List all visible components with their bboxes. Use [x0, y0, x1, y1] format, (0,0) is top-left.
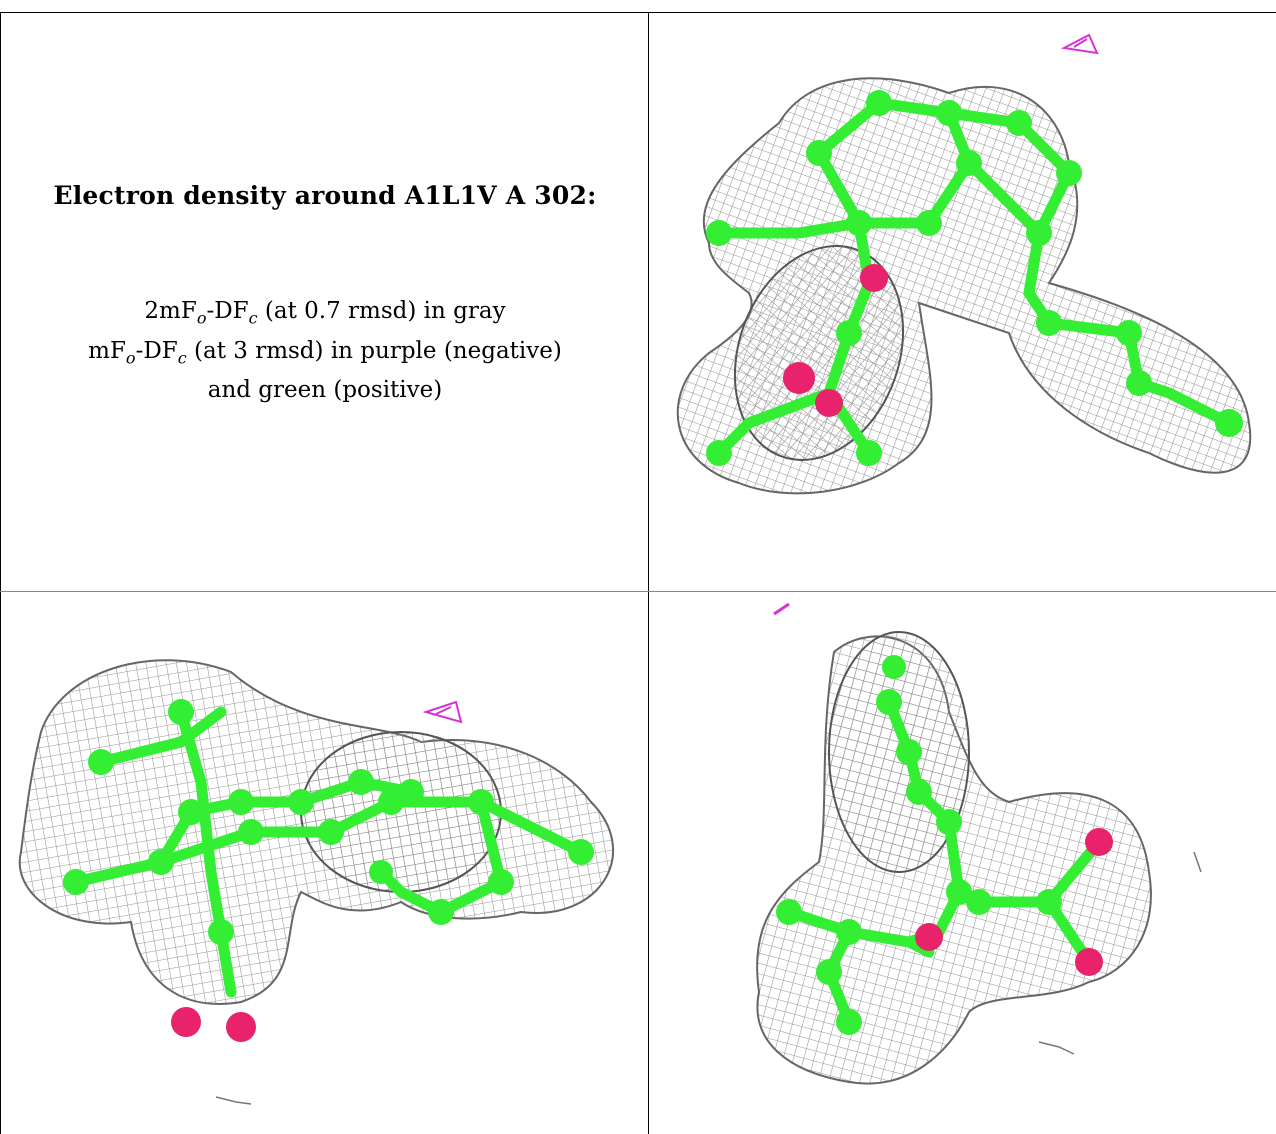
density-view-top-right	[649, 13, 1276, 591]
density-legend: 2mFo-DFc (at 0.7 rmsd) in gray mFo-DFc (…	[1, 295, 648, 407]
center-divider	[648, 12, 649, 1134]
middle-divider	[0, 591, 1276, 592]
top-border	[0, 12, 1276, 13]
noise-fragment	[215, 1096, 252, 1105]
density-view-bottom-right	[649, 592, 1276, 1134]
noise-fragment	[1038, 851, 1202, 1055]
carbon-atoms	[706, 90, 1243, 466]
carbon-atoms	[63, 699, 594, 945]
legend-line-positive: and green (positive)	[207, 377, 443, 404]
molecule-render-1	[676, 33, 1252, 495]
negative-density-blob	[773, 602, 790, 616]
oxygen-atoms	[783, 264, 888, 417]
oxygen-atoms	[915, 828, 1113, 976]
left-border	[0, 12, 1, 1134]
molecule-render-3	[756, 602, 1202, 1085]
oxygen-atoms	[171, 1007, 256, 1042]
negative-density-blob	[1060, 33, 1099, 55]
legend-line-fo: mFo-DFc (at 3 rmsd) in purple (negative)	[88, 337, 562, 368]
legend-line-2fo: 2mFo-DFc (at 0.7 rmsd) in gray	[144, 298, 506, 328]
figure-title: Electron density around A1L1V A 302:	[53, 181, 597, 210]
density-view-bottom-left	[1, 592, 648, 1134]
carbon-atoms	[776, 655, 1062, 1035]
negative-density-blob	[422, 700, 463, 724]
molecule-render-2	[18, 659, 615, 1105]
caption-cell: Electron density around A1L1V A 302: 2mF…	[1, 13, 648, 591]
